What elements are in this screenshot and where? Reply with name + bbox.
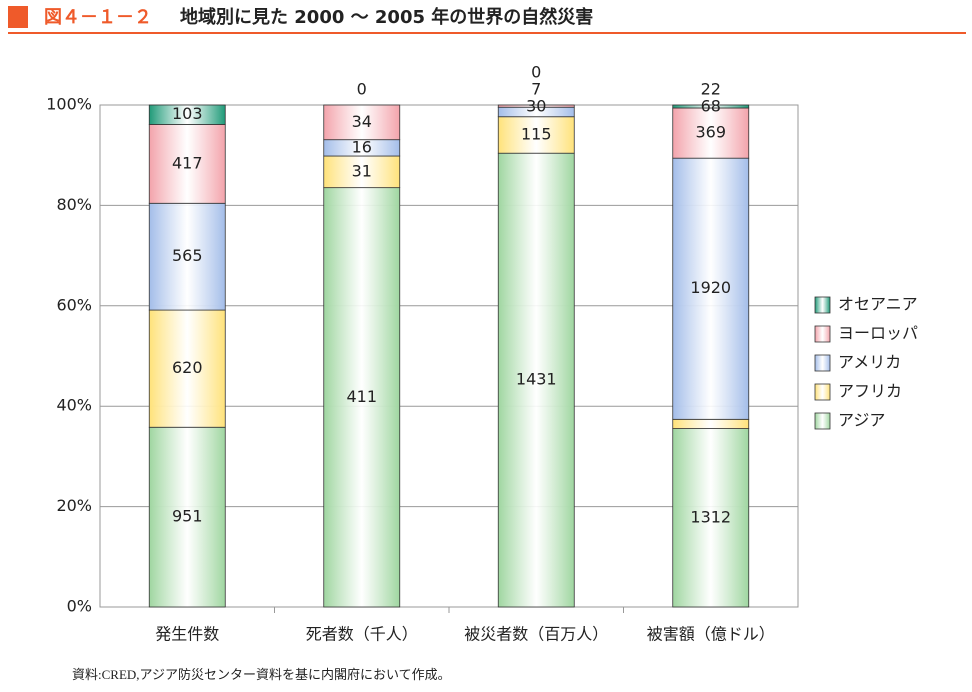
value-label: 31 bbox=[352, 161, 372, 180]
bar-segment bbox=[323, 155, 401, 189]
value-label: 68 bbox=[701, 97, 721, 116]
bar-segment bbox=[497, 116, 575, 154]
value-label: 7 bbox=[531, 80, 541, 99]
bar-segment bbox=[148, 309, 226, 428]
chart-title: 地域別に見た 2000 ～ 2005 年の世界の自然災害 bbox=[180, 6, 593, 28]
legend-label: オセアニア bbox=[838, 295, 918, 314]
legend-swatch bbox=[814, 383, 831, 401]
value-label: 620 bbox=[172, 358, 203, 377]
y-tick-label: 40% bbox=[56, 396, 92, 415]
x-tick-label: 発生件数 bbox=[155, 625, 219, 644]
value-label: 16 bbox=[352, 137, 372, 156]
legend-swatch bbox=[814, 412, 831, 430]
source-note: 資料:CRED,アジア防災センター資料を基に内閣府において作成。 bbox=[72, 667, 451, 682]
y-tick-label: 60% bbox=[56, 295, 92, 314]
figure-label: 図４－１－２ bbox=[44, 7, 152, 28]
legend-swatch bbox=[814, 354, 831, 372]
value-label: 0 bbox=[357, 80, 367, 99]
y-tick-label: 80% bbox=[56, 195, 92, 214]
value-label: 103 bbox=[172, 104, 203, 123]
value-label: 115 bbox=[521, 124, 552, 143]
bar-segment bbox=[672, 157, 750, 420]
legend-swatch bbox=[814, 325, 831, 343]
bar-segment bbox=[148, 202, 226, 311]
x-tick-label: 被害額（億ドル） bbox=[647, 625, 775, 644]
bar-segment bbox=[323, 187, 401, 608]
legend-swatch bbox=[814, 296, 831, 314]
value-label: 34 bbox=[352, 112, 372, 131]
y-tick-label: 0% bbox=[67, 597, 92, 616]
value-label: 22 bbox=[701, 80, 721, 99]
value-label: 1431 bbox=[516, 370, 557, 389]
value-label: 1312 bbox=[690, 507, 731, 526]
bar-segment bbox=[148, 426, 226, 608]
legend-label: アジア bbox=[838, 411, 885, 430]
value-label: 417 bbox=[172, 153, 203, 172]
bar-segment bbox=[497, 152, 575, 608]
legend-label: アメリカ bbox=[838, 353, 901, 372]
x-tick-label: 被災者数（百万人） bbox=[464, 625, 608, 644]
bar-segment bbox=[672, 418, 750, 429]
value-label: 0 bbox=[531, 63, 541, 82]
value-label: 30 bbox=[526, 97, 546, 116]
x-tick-label: 死者数（千人） bbox=[306, 625, 418, 644]
bar-segment bbox=[672, 107, 750, 159]
legend-label: アフリカ bbox=[838, 382, 902, 401]
value-label: 951 bbox=[172, 507, 203, 526]
bar-segment bbox=[497, 104, 575, 108]
value-label: 565 bbox=[172, 246, 203, 265]
value-label: 369 bbox=[695, 123, 726, 142]
bar-segment bbox=[672, 428, 750, 608]
value-label: 1920 bbox=[690, 278, 731, 297]
y-tick-label: 100% bbox=[46, 95, 92, 114]
title-marker bbox=[8, 6, 28, 28]
value-label: 411 bbox=[346, 387, 377, 406]
bar-segment bbox=[148, 124, 226, 204]
legend-label: ヨーロッパ bbox=[838, 324, 918, 343]
bar-segment bbox=[148, 104, 226, 125]
bar-segment bbox=[323, 104, 401, 141]
bar-segment bbox=[672, 104, 750, 109]
y-tick-label: 20% bbox=[56, 496, 92, 515]
